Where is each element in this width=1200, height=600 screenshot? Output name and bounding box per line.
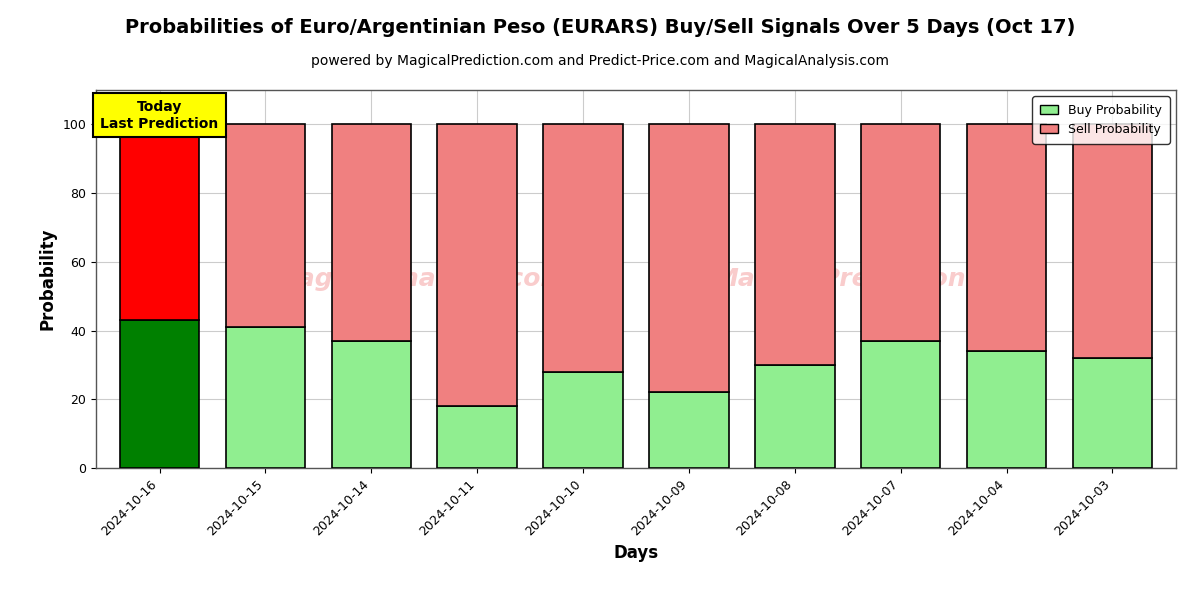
Text: Probabilities of Euro/Argentinian Peso (EURARS) Buy/Sell Signals Over 5 Days (Oc: Probabilities of Euro/Argentinian Peso (… (125, 18, 1075, 37)
Bar (649, 392, 728, 468)
Bar (649, 124, 728, 392)
Bar (438, 406, 517, 468)
Bar (120, 124, 199, 320)
Bar (862, 124, 941, 341)
Bar (438, 124, 517, 406)
Bar (967, 351, 1046, 468)
Bar (967, 124, 1046, 351)
Bar (1073, 358, 1152, 468)
Text: Today
Last Prediction: Today Last Prediction (101, 100, 218, 131)
Text: MagicalAnalysis.com: MagicalAnalysis.com (274, 267, 566, 291)
Bar (544, 372, 623, 468)
Bar (331, 341, 412, 468)
X-axis label: Days: Days (613, 544, 659, 562)
Text: powered by MagicalPrediction.com and Predict-Price.com and MagicalAnalysis.com: powered by MagicalPrediction.com and Pre… (311, 54, 889, 68)
Bar (544, 124, 623, 372)
Bar (226, 124, 305, 327)
Bar (120, 320, 199, 468)
Bar (755, 124, 834, 365)
Bar (862, 341, 941, 468)
Text: MagicalPrediction.com: MagicalPrediction.com (714, 267, 1033, 291)
Bar (1073, 124, 1152, 358)
Legend: Buy Probability, Sell Probability: Buy Probability, Sell Probability (1032, 96, 1170, 143)
Bar (755, 365, 834, 468)
Bar (331, 124, 412, 341)
Bar (226, 327, 305, 468)
Y-axis label: Probability: Probability (38, 228, 56, 330)
